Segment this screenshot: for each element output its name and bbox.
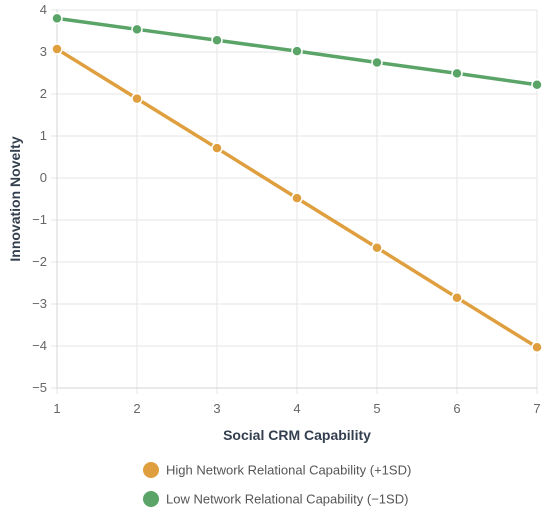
x-tick-label: 1 — [53, 401, 60, 416]
legend: High Network Relational Capability (+1SD… — [143, 462, 411, 507]
y-axis-title: Innovation Novelty — [7, 136, 23, 261]
x-tick-label: 6 — [453, 401, 460, 416]
y-tick-label: −3 — [32, 296, 47, 311]
data-point — [51, 12, 63, 25]
x-tick-label: 2 — [133, 401, 140, 416]
x-tick-label: 3 — [213, 401, 220, 416]
x-tick-label: 5 — [373, 401, 380, 416]
data-point — [131, 92, 143, 105]
data-point — [371, 56, 383, 69]
y-tick-label: 1 — [40, 128, 47, 143]
x-axis-title: Social CRM Capability — [223, 427, 371, 443]
legend-label: High Network Relational Capability (+1SD… — [166, 463, 411, 478]
data-point — [211, 142, 223, 154]
y-tick-label: 4 — [40, 2, 47, 17]
data-point — [51, 43, 63, 55]
y-tick-label: 2 — [40, 86, 47, 101]
x-tick-label: 7 — [533, 401, 540, 416]
y-tick-label: 3 — [40, 44, 47, 59]
x-tick-label: 4 — [293, 401, 300, 416]
data-point — [451, 67, 463, 80]
data-point — [291, 45, 303, 57]
data-point — [211, 34, 223, 46]
y-tick-label: −5 — [32, 380, 47, 395]
legend-marker — [143, 462, 159, 478]
y-tick-label: −2 — [32, 254, 47, 269]
data-point — [531, 341, 543, 354]
legend-marker — [143, 491, 159, 507]
series — [51, 12, 543, 354]
data-point — [291, 192, 303, 204]
data-point — [131, 23, 143, 36]
data-point — [371, 241, 383, 254]
y-tick-label: 0 — [40, 170, 47, 185]
data-point — [531, 79, 543, 91]
y-tick-label: −4 — [32, 338, 47, 353]
y-tick-label: −1 — [32, 212, 47, 227]
legend-label: Low Network Relational Capability (−1SD) — [166, 492, 408, 507]
axes: 4 3 2 1 0 −1 −2 −3 −4 −5 1 2 3 4 5 6 7 — [32, 2, 540, 416]
data-point — [451, 291, 463, 304]
